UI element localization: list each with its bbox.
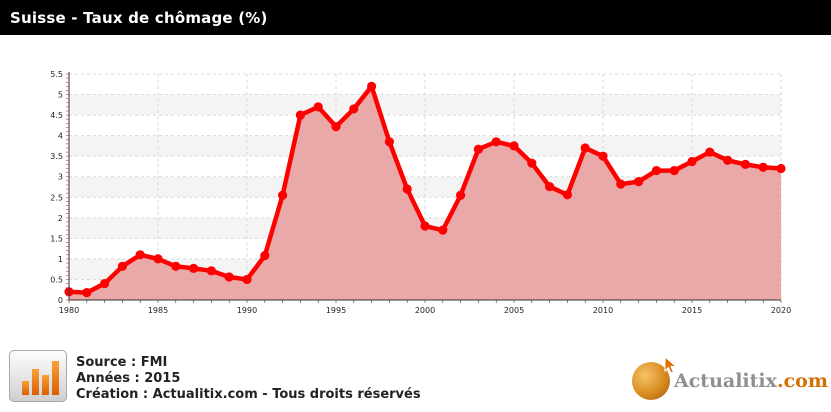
data-point (509, 141, 519, 151)
creation-label: Création : Actualitix.com - Tous droits … (76, 387, 421, 402)
x-tick-label: 1985 (148, 306, 168, 315)
data-point (527, 158, 537, 168)
y-tick-label: 3 (58, 173, 63, 182)
y-tick-label: 4.5 (50, 111, 63, 120)
data-point (224, 272, 234, 282)
y-tick-label: 3.5 (50, 152, 63, 161)
data-point (723, 155, 733, 165)
brand-name: Actualitix.com (674, 370, 828, 392)
data-point (687, 156, 697, 167)
page-title: Suisse - Taux de chômage (%) (10, 9, 268, 27)
data-point (456, 190, 466, 200)
data-point (473, 144, 483, 154)
header-bar: Suisse - Taux de chômage (%) (0, 0, 831, 35)
data-point (438, 225, 448, 235)
y-tick-label: 2.5 (50, 193, 63, 202)
chart-info: Source : FMI Années : 2015 Création : Ac… (76, 355, 421, 403)
y-tick-label: 0 (58, 296, 63, 305)
x-tick-label: 2015 (682, 306, 702, 315)
x-tick-label: 2000 (415, 306, 435, 315)
data-point (367, 81, 377, 91)
data-point (616, 179, 626, 189)
data-point (135, 250, 145, 260)
data-point (313, 102, 323, 112)
data-point (206, 266, 216, 276)
data-point (349, 104, 359, 114)
source-label: Source : FMI (76, 355, 168, 370)
y-tick-label: 5.5 (50, 70, 63, 79)
data-point (278, 190, 288, 200)
x-tick-label: 1980 (59, 306, 79, 315)
data-point (420, 221, 430, 231)
grid-band (69, 74, 781, 95)
data-point (634, 177, 644, 187)
cursor-icon (664, 356, 678, 374)
y-tick-label: 0.5 (50, 275, 63, 284)
series-area (69, 86, 781, 300)
data-point (758, 162, 768, 172)
data-point (189, 263, 199, 273)
data-point (82, 288, 92, 298)
bar-chart-icon (9, 350, 67, 402)
data-point (669, 165, 679, 176)
data-point (331, 121, 341, 132)
data-point (402, 184, 412, 194)
data-point (295, 110, 305, 120)
data-point (598, 151, 608, 161)
data-point (491, 137, 501, 147)
data-point (384, 137, 394, 147)
x-tick-label: 1995 (326, 306, 346, 315)
data-point (562, 190, 573, 200)
data-point (153, 254, 163, 264)
data-point (776, 163, 786, 174)
data-point (171, 261, 181, 271)
data-point (100, 278, 110, 289)
data-point (705, 147, 715, 157)
x-tick-label: 2005 (504, 306, 524, 315)
data-point (545, 181, 555, 192)
x-tick-label: 2010 (593, 306, 613, 315)
brand-logo[interactable]: Actualitix.com (628, 356, 828, 402)
data-point (117, 261, 127, 271)
y-tick-label: 1.5 (50, 234, 63, 243)
data-point (740, 159, 751, 169)
x-tick-label: 1990 (237, 306, 257, 315)
unemployment-chart: 0 0.5 1 1.5 2 2.5 3 3.5 4 4.5 5 5.5 1980 1985 1990 1995… (50, 70, 791, 315)
y-tick-label: 1 (58, 255, 63, 264)
years-label: Années : 2015 (76, 371, 181, 386)
data-point (580, 143, 590, 153)
data-point (260, 251, 270, 261)
data-point (651, 165, 662, 176)
y-tick-label: 2 (58, 214, 63, 223)
y-tick-label: 5 (58, 91, 63, 100)
data-point (242, 274, 252, 285)
globe-icon (632, 362, 670, 400)
x-tick-label: 2020 (771, 306, 791, 315)
y-tick-label: 4 (58, 132, 63, 141)
